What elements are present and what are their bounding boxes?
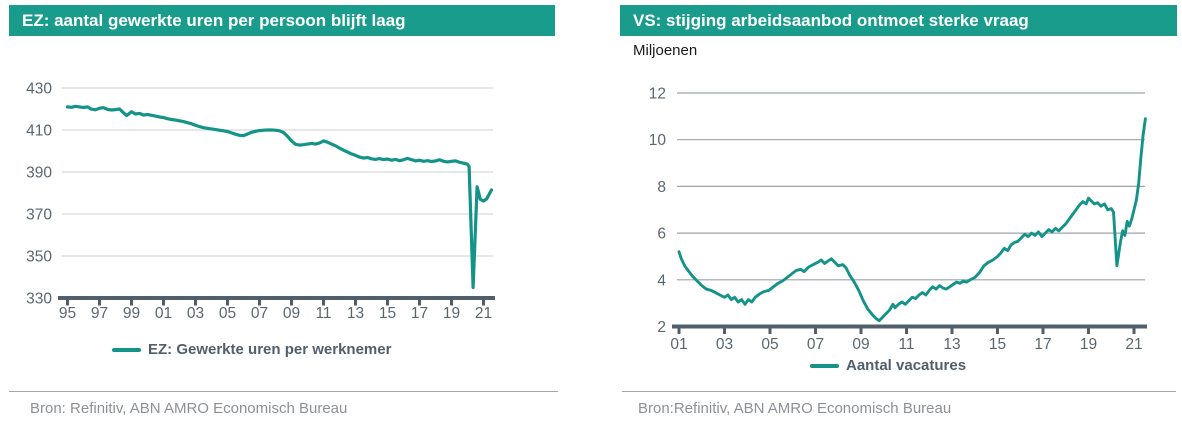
- chart-title-left: EZ: aantal gewerkte uren per persoon bli…: [9, 5, 555, 36]
- y-tick-label: 370: [26, 207, 52, 224]
- chart-title-right: VS: stijging arbeidsaanbod ontmoet sterk…: [620, 5, 1177, 36]
- x-tick-label: 07: [807, 336, 824, 353]
- y-tick-label: 6: [657, 226, 666, 243]
- x-tick-label: 15: [379, 305, 396, 322]
- legend-right: Aantal vacatures: [810, 357, 966, 374]
- x-tick-label: 05: [219, 305, 236, 322]
- legend-label: Aantal vacatures: [846, 357, 967, 374]
- x-tick-label: 09: [283, 305, 300, 322]
- x-tick-label: 11: [898, 336, 914, 353]
- x-tick-label: 01: [670, 336, 687, 353]
- y-tick-label: 4: [657, 272, 666, 289]
- x-tick-label: 19: [443, 305, 460, 322]
- y-tick-label: 10: [649, 132, 667, 149]
- x-tick-label: 11: [315, 305, 331, 322]
- x-tick-label: 19: [1080, 336, 1097, 353]
- y-tick-label: 330: [26, 291, 52, 308]
- x-tick-label: 99: [123, 305, 140, 322]
- x-tick-label: 15: [989, 336, 1006, 353]
- y-tick-label: 2: [657, 319, 666, 336]
- y-tick-label: 12: [649, 86, 666, 103]
- y-tick-label: 410: [26, 123, 52, 140]
- data-line-vs-vacatures: [677, 117, 1147, 323]
- source-note-right: Bron:Refinitiv, ABN AMRO Economisch Bure…: [622, 391, 1176, 417]
- x-tick-label: 17: [411, 305, 428, 322]
- x-tick-label: 95: [59, 305, 76, 322]
- source-note-left: Bron: Refinitiv, ABN AMRO Economisch Bur…: [9, 391, 558, 417]
- x-tick-label: 09: [852, 336, 869, 353]
- x-tick-label: 03: [187, 305, 204, 322]
- x-tick-label: 17: [1034, 336, 1051, 353]
- legend-line-swatch: [810, 363, 839, 368]
- y-axis-unit-label: Miljoenen: [633, 42, 698, 59]
- ez-gewerkte-uren-plot: 430 410 390 370 350 330 95 97 99 01 03 05 07 09 11 13 15…: [26, 81, 495, 322]
- x-tick-label: 97: [91, 305, 108, 322]
- x-tick-label: 05: [761, 336, 778, 353]
- y-tick-label: 8: [657, 179, 666, 196]
- x-tick-label: 03: [716, 336, 733, 353]
- x-tick-label: 21: [475, 305, 492, 322]
- legend-label: EZ: Gewerkte uren per werknemer: [148, 341, 392, 358]
- x-tick-label: 13: [943, 336, 960, 353]
- legend-left: EZ: Gewerkte uren per werknemer: [112, 341, 391, 358]
- x-tick-label: 07: [251, 305, 268, 322]
- x-tick-label: 13: [347, 305, 364, 322]
- x-tick-label: 01: [155, 305, 172, 322]
- legend-line-swatch: [112, 347, 141, 352]
- data-line-ez-gewerkte-uren: [65, 104, 494, 290]
- y-tick-label: 390: [26, 165, 52, 182]
- y-tick-label: 430: [26, 81, 52, 98]
- y-tick-label: 350: [26, 249, 52, 266]
- x-tick-label: 21: [1125, 336, 1142, 353]
- vs-vacatures-plot: 12 10 8 6 4 201 03 05 07 09 11 13 15 17 19 21: [649, 86, 1147, 353]
